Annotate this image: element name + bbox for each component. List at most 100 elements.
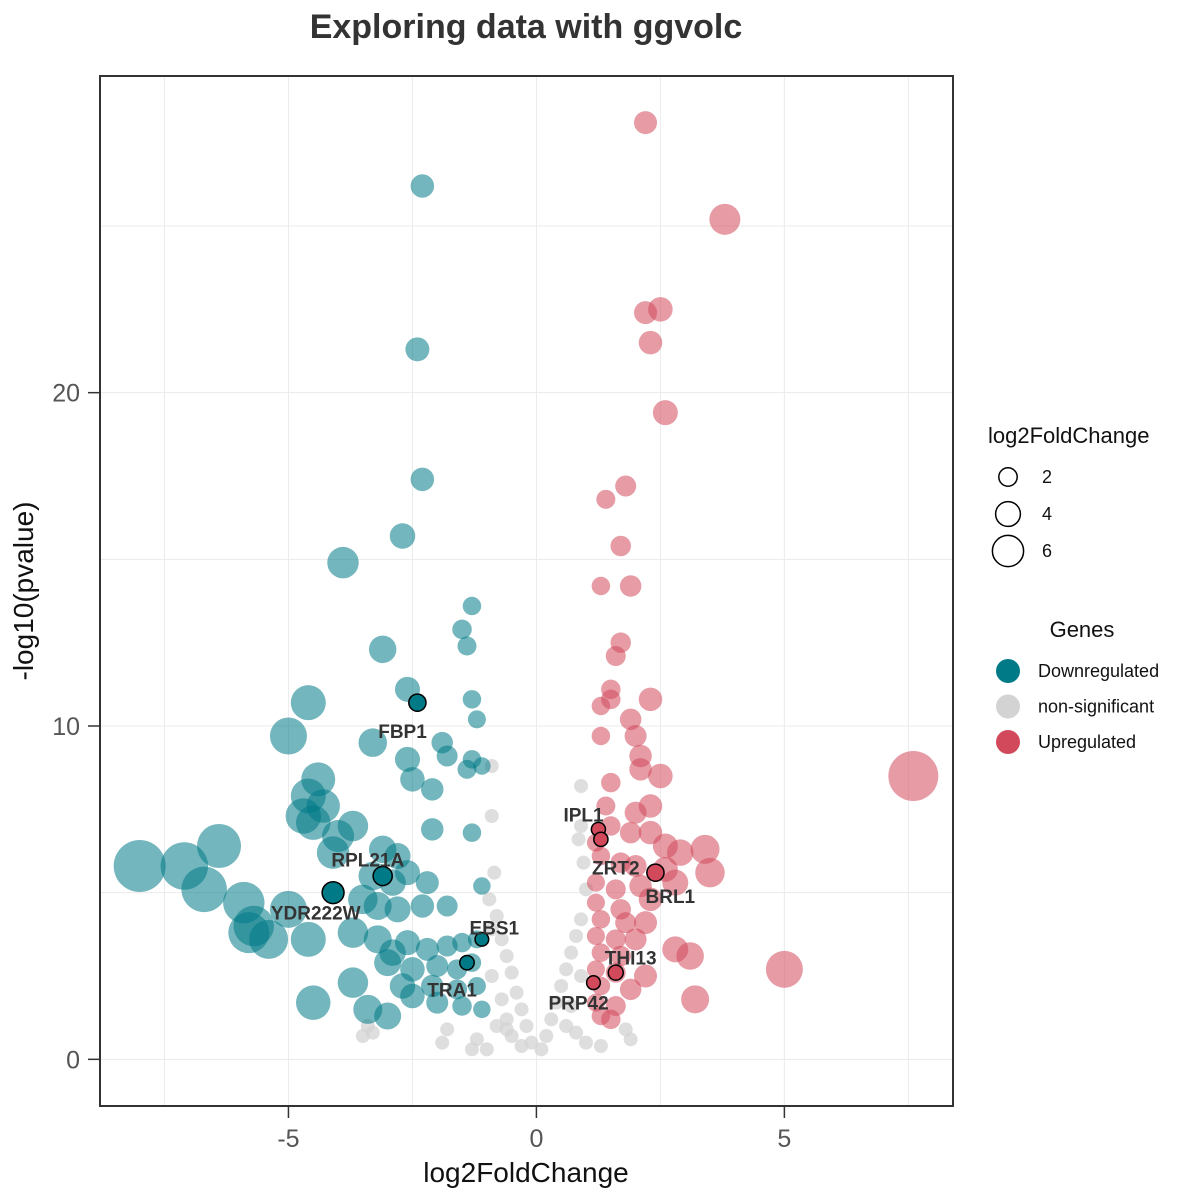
panel-background	[100, 76, 953, 1106]
point-downregulated	[368, 635, 397, 664]
x-axis: -5 0 5	[277, 1106, 791, 1153]
point-non-significant	[574, 819, 589, 833]
point-downregulated	[327, 546, 359, 579]
point-upregulated	[610, 945, 631, 967]
point-upregulated	[638, 330, 663, 355]
point-downregulated	[473, 1000, 491, 1019]
size-legend-title: log2FoldChange	[988, 423, 1149, 448]
point-upregulated	[624, 928, 647, 951]
point-downregulated	[269, 717, 307, 755]
point-downregulated	[421, 974, 444, 998]
point-upregulated	[605, 646, 626, 666]
point-non-significant	[534, 1042, 549, 1057]
point-upregulated	[596, 489, 616, 509]
point-non-significant	[484, 922, 499, 937]
point-non-significant	[593, 1039, 608, 1053]
point-downregulated	[197, 824, 242, 868]
size-legend-key	[998, 467, 1018, 487]
highlighted-genes: FBP1 RPL21A YDR222W EBS1 TRA1 IPL1 ZRT2 BRL1 THI…	[271, 693, 696, 1015]
point-upregulated	[624, 855, 647, 877]
point-non-significant	[484, 809, 499, 823]
gene-label-zrt2: ZRT2	[592, 859, 640, 880]
color-legend-key	[996, 659, 1020, 683]
color-legend-key	[996, 694, 1020, 719]
point-upregulated	[638, 887, 663, 912]
point-downregulated	[374, 949, 402, 977]
point-upregulated	[629, 758, 652, 781]
point-downregulated	[290, 921, 326, 957]
plot-panel: FBP1 RPL21A YDR222W EBS1 TRA1 IPL1 ZRT2 BRL1 THI…	[99, 75, 954, 1107]
point-non-significant	[569, 929, 584, 943]
point-downregulated	[447, 979, 468, 1000]
point-non-significant	[574, 779, 589, 793]
point-upregulated	[586, 893, 605, 912]
point-non-significant	[482, 892, 497, 907]
point-upregulated	[586, 927, 605, 945]
point-downregulated	[316, 836, 350, 869]
gene-label-rpl21a: RPL21A	[331, 850, 404, 871]
point-non-significant	[489, 909, 504, 923]
color-legend-items: Downregulated non-significant Upregulated	[996, 659, 1159, 754]
point-downregulated	[394, 860, 420, 886]
gene-rpl21a: RPL21A	[331, 850, 405, 887]
point-upregulated	[615, 475, 637, 497]
point-downregulated	[337, 967, 369, 998]
gene-label-brl1: BRL1	[646, 887, 696, 908]
point-downregulated	[400, 767, 425, 792]
point-upregulated	[619, 575, 642, 597]
point-downregulated	[452, 996, 472, 1016]
point-upregulated	[676, 942, 704, 970]
legend: log2FoldChange 2 4 6 Genes Downregulated no…	[988, 423, 1159, 754]
point-upregulated	[615, 912, 637, 934]
size-legend-key	[994, 500, 1022, 528]
point-downregulated	[290, 685, 326, 721]
gene-point-prp42	[585, 975, 602, 991]
gene-label-thi13: THI13	[605, 949, 657, 970]
point-downregulated	[426, 991, 449, 1014]
color-legend-label: Downregulated	[1038, 661, 1159, 681]
point-upregulated	[634, 911, 658, 935]
point-downregulated	[457, 759, 477, 779]
point-non-significant	[571, 832, 586, 847]
size-legend-items: 2 4 6	[991, 467, 1052, 568]
point-non-significant	[549, 995, 564, 1010]
point-upregulated	[695, 857, 725, 888]
point-downregulated	[296, 805, 331, 840]
point-non-significant	[623, 1032, 638, 1047]
point-upregulated	[638, 794, 663, 818]
point-upregulated	[888, 751, 939, 801]
gene-brl1: BRL1	[646, 863, 696, 908]
point-non-significant	[579, 1035, 594, 1050]
gene-point-thi13	[607, 964, 625, 981]
point-non-significant	[479, 1042, 494, 1057]
point-downregulated	[415, 871, 439, 895]
point-downregulated	[384, 896, 411, 923]
x-tick-label: 5	[777, 1125, 791, 1153]
points-downregulated	[113, 174, 491, 1030]
point-upregulated	[619, 821, 642, 844]
point-downregulated	[436, 935, 458, 957]
point-downregulated	[405, 337, 430, 362]
point-upregulated	[619, 708, 642, 731]
point-downregulated	[426, 955, 449, 977]
x-tick-label: 0	[529, 1125, 543, 1153]
point-non-significant	[569, 1025, 584, 1040]
y-axis: 0 10 20	[52, 380, 100, 1074]
point-upregulated	[624, 725, 647, 747]
point-downregulated	[462, 690, 482, 709]
gene-label-ebs1: EBS1	[469, 919, 519, 940]
point-downregulated	[374, 1002, 402, 1030]
point-non-significant	[574, 969, 589, 983]
points-non-significant	[355, 759, 638, 1057]
point-downregulated	[462, 823, 482, 842]
point-non-significant	[539, 1029, 554, 1043]
point-downregulated	[457, 636, 477, 656]
point-downregulated	[394, 930, 420, 956]
point-upregulated	[666, 839, 694, 866]
color-legend-title: Genes	[1050, 617, 1115, 642]
point-upregulated	[610, 535, 631, 557]
point-non-significant	[564, 999, 579, 1013]
point-non-significant	[564, 945, 579, 960]
point-upregulated	[605, 929, 626, 950]
